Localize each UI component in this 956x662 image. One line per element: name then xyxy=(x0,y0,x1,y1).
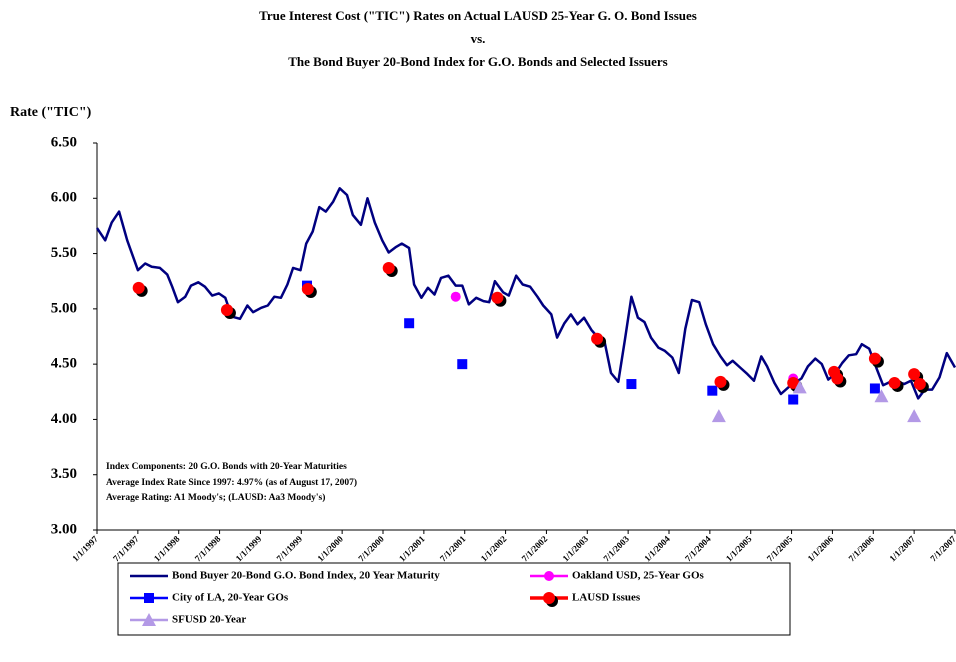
marker xyxy=(714,375,727,388)
marker xyxy=(788,394,799,405)
x-tick-label: 7/1/2007 xyxy=(928,533,956,563)
x-tick-label: 1/1/2002 xyxy=(479,533,509,563)
marker xyxy=(907,409,922,423)
series-line xyxy=(95,187,956,400)
x-tick-label: 7/1/2004 xyxy=(683,533,713,563)
marker xyxy=(301,282,314,295)
legend-item: Oakland USD, 25-Year GOs xyxy=(530,570,705,582)
x-tick-label: 7/1/2006 xyxy=(846,533,876,563)
annotation: Average Rating: A1 Moody's; (LAUSD: Aa3 … xyxy=(106,492,325,503)
y-tick-label: 6.50 xyxy=(51,134,77,150)
legend-item: SFUSD 20-Year xyxy=(130,613,246,626)
y-tick-label: 4.50 xyxy=(51,356,77,372)
marker xyxy=(220,303,233,316)
marker xyxy=(831,372,844,385)
legend-label: LAUSD Issues xyxy=(572,592,641,604)
marker xyxy=(491,291,504,304)
marker xyxy=(404,318,415,329)
y-tick-label: 3.50 xyxy=(51,466,77,482)
x-tick-label: 1/1/2006 xyxy=(806,533,836,563)
marker xyxy=(913,378,926,391)
y-tick-label: 6.00 xyxy=(51,190,77,206)
legend-marker xyxy=(142,613,156,626)
legend-label: SFUSD 20-Year xyxy=(172,614,246,626)
x-tick-label: 7/1/2001 xyxy=(438,533,468,563)
marker xyxy=(457,359,468,370)
marker xyxy=(626,379,637,390)
annotation: Index Components: 20 G.O. Bonds with 20-… xyxy=(106,462,347,472)
x-tick-label: 7/1/2000 xyxy=(356,533,386,563)
marker xyxy=(908,368,921,381)
legend-marker xyxy=(144,593,154,603)
x-tick-label: 1/1/2001 xyxy=(397,533,427,563)
legend-item: LAUSD Issues xyxy=(530,592,641,607)
marker xyxy=(132,281,145,294)
legend-item: Bond Buyer 20-Bond G.O. Bond Index, 20 Y… xyxy=(130,570,440,582)
legend-label: Oakland USD, 25-Year GOs xyxy=(572,570,705,582)
marker xyxy=(869,383,880,394)
y-tick-label: 4.00 xyxy=(51,411,77,427)
x-tick-label: 1/1/1997 xyxy=(70,533,100,563)
marker xyxy=(874,389,889,403)
marker xyxy=(868,352,881,365)
y-tick-label: 5.50 xyxy=(51,245,77,261)
x-tick-label: 7/1/1997 xyxy=(111,533,141,563)
legend-label: City of LA, 20-Year GOs xyxy=(172,592,289,604)
y-tick-label: 5.00 xyxy=(51,300,77,316)
x-tick-label: 1/1/2003 xyxy=(560,533,590,563)
marker xyxy=(591,332,604,345)
marker xyxy=(888,376,901,389)
chart-title: True Interest Cost ("TIC") Rates on Actu… xyxy=(259,8,697,23)
marker xyxy=(450,291,461,302)
annotation: Average Index Rate Since 1997: 4.97% (as… xyxy=(106,477,357,488)
x-tick-label: 1/1/1998 xyxy=(152,533,182,563)
x-tick-label: 1/1/1999 xyxy=(234,533,264,563)
legend-marker xyxy=(543,592,555,604)
x-tick-label: 7/1/2005 xyxy=(765,533,795,563)
marker xyxy=(382,261,395,274)
legend-label: Bond Buyer 20-Bond G.O. Bond Index, 20 Y… xyxy=(172,570,440,582)
x-tick-label: 7/1/1998 xyxy=(193,533,223,563)
x-tick-label: 1/1/2004 xyxy=(642,533,672,563)
marker xyxy=(792,380,807,394)
x-tick-label: 1/1/2000 xyxy=(315,533,345,563)
marker xyxy=(711,409,726,423)
y-axis-label: Rate ("TIC") xyxy=(10,105,92,120)
legend-box xyxy=(117,562,791,636)
legend-marker xyxy=(544,571,554,581)
chart-title: The Bond Buyer 20-Bond Index for G.O. Bo… xyxy=(288,54,667,69)
x-tick-label: 7/1/2002 xyxy=(520,533,550,563)
x-tick-label: 7/1/1999 xyxy=(274,533,304,563)
marker xyxy=(707,385,718,396)
marker xyxy=(787,376,800,389)
chart-title: vs. xyxy=(471,31,486,46)
x-tick-label: 1/1/2005 xyxy=(724,533,754,563)
legend-item: City of LA, 20-Year GOs xyxy=(130,592,289,604)
y-tick-label: 3.00 xyxy=(51,521,77,537)
x-tick-label: 1/1/2007 xyxy=(887,533,917,563)
x-tick-label: 7/1/2003 xyxy=(601,533,631,563)
